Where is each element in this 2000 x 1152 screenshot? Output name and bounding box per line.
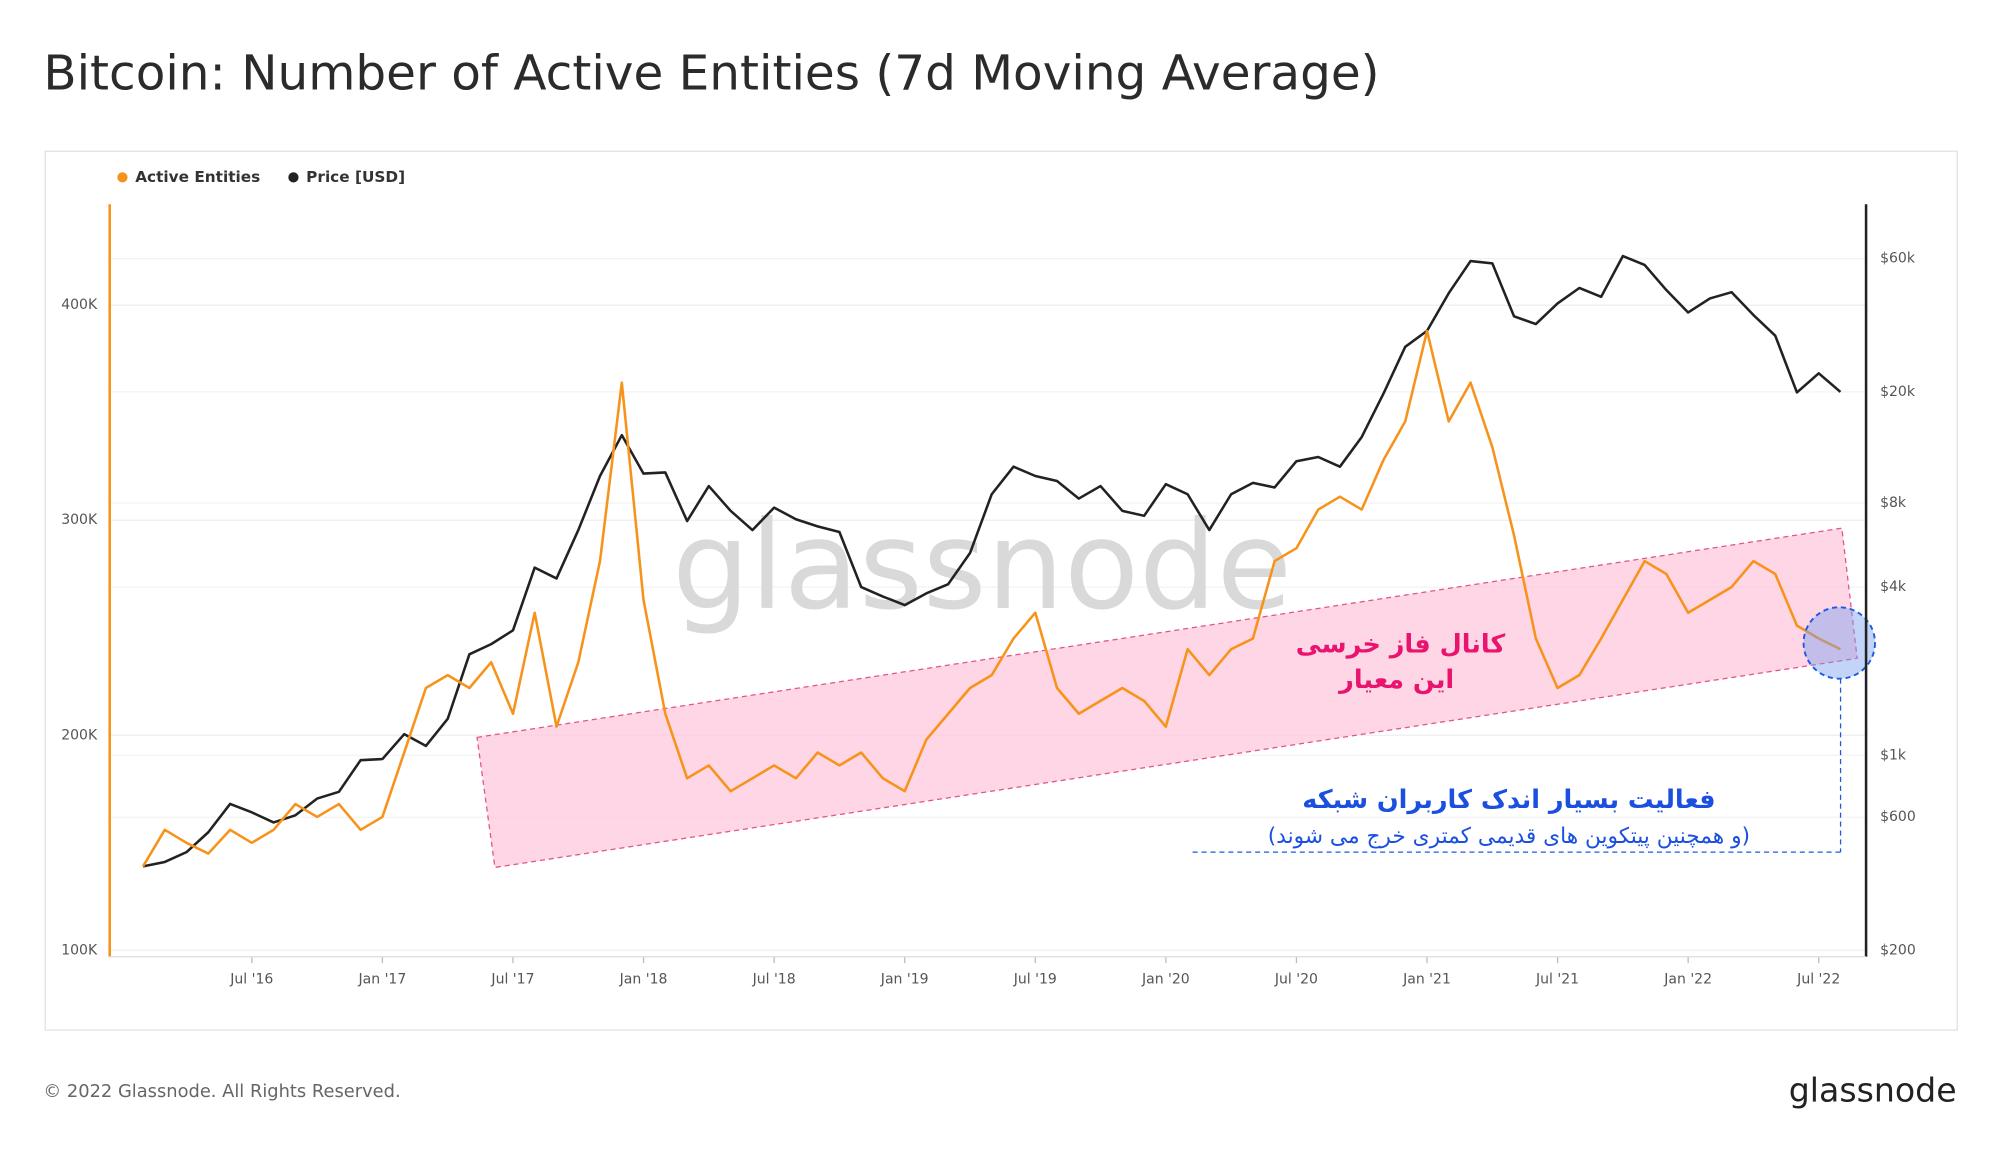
y-tick-label: 400K xyxy=(61,297,98,313)
y2-tick-label: $4k xyxy=(1880,579,1907,595)
legend: Active Entities Price [USD] xyxy=(117,168,405,186)
plot xyxy=(141,254,1842,868)
y2-tick-label: $1k xyxy=(1880,747,1907,763)
y-tick-label: 200K xyxy=(61,727,98,743)
y-tick-label: 100K xyxy=(61,942,98,958)
x-tick-label: Jan '19 xyxy=(880,972,929,988)
y-tick-label: 300K xyxy=(61,512,98,528)
y2-tick-label: $8k xyxy=(1880,495,1907,511)
series-line xyxy=(141,329,1841,868)
legend-marker xyxy=(288,172,299,183)
footer: © 2022 Glassnode. All Rights Reserved. xyxy=(43,1081,400,1102)
highlight-circle xyxy=(1802,606,1876,680)
annotation: کانال فاز خرسی xyxy=(1296,630,1506,660)
y2-tick-label: $600 xyxy=(1880,809,1916,825)
x-tick-label: Jul '21 xyxy=(1535,972,1579,988)
y2-tick-label: $60k xyxy=(1880,251,1916,267)
x-tick-label: Jul '18 xyxy=(752,972,796,988)
x-tick-label: Jul '17 xyxy=(490,972,534,988)
y2-tick-label: $20k xyxy=(1880,384,1916,400)
bear-channel xyxy=(476,527,1858,869)
x-tick-label: Jan '20 xyxy=(1141,972,1190,988)
legend-label: Active Entities xyxy=(135,168,260,186)
grid: 100K 200K 300K 400K $200 $600 $1k $4k $8k $20k $60… xyxy=(61,251,1916,988)
chart-title: Bitcoin: Number of Active Entities (7d M… xyxy=(43,46,1379,102)
x-tick-label: Jan '18 xyxy=(619,972,668,988)
x-tick-label: Jul '22 xyxy=(1796,972,1840,988)
legend-label: Price [USD] xyxy=(306,168,405,186)
y2-tick-label: $200 xyxy=(1880,943,1916,959)
annotation: این معیار xyxy=(1337,665,1454,695)
x-tick-label: Jul '16 xyxy=(229,972,273,988)
x-tick-label: Jan '21 xyxy=(1402,972,1451,988)
x-tick-label: Jul '20 xyxy=(1274,972,1318,988)
legend-marker xyxy=(117,172,128,183)
x-tick-label: Jul '19 xyxy=(1013,972,1057,988)
series-line xyxy=(142,254,1842,868)
annotation: فعالیت بسیار اندک کاربران شبکه xyxy=(1302,785,1715,815)
logo: glassnode xyxy=(1789,1070,1957,1109)
x-tick-label: Jan '22 xyxy=(1663,972,1712,988)
x-tick-label: Jan '17 xyxy=(358,972,407,988)
annotation: (و همچنین پیتکوین های قدیمی کمتری خرج می… xyxy=(1268,824,1750,849)
